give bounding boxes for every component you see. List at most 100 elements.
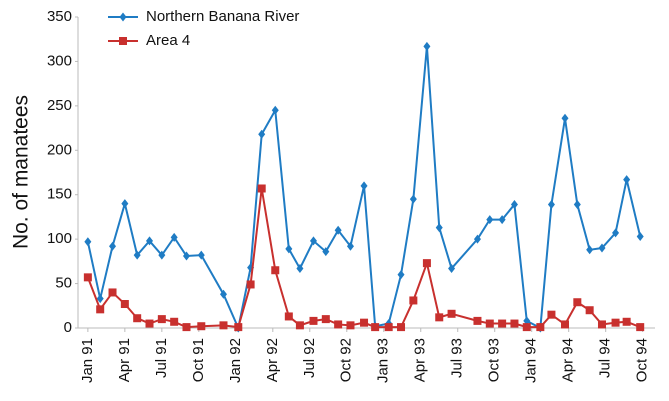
marker (573, 199, 581, 209)
x-tick-label: Oct 92 (338, 338, 355, 382)
marker (573, 298, 582, 307)
marker (360, 181, 368, 191)
legend-label: Northern Banana River (146, 8, 299, 25)
marker (146, 236, 154, 246)
y-axis-title: No. of manatees (10, 95, 33, 249)
marker (334, 225, 342, 235)
marker (158, 250, 166, 260)
marker (133, 314, 142, 323)
marker (473, 234, 481, 244)
marker (636, 231, 644, 241)
x-tick-label: Apr 93 (412, 338, 429, 382)
marker (157, 315, 166, 324)
marker (448, 263, 456, 273)
series-line (86, 188, 641, 329)
marker (384, 323, 393, 332)
y-tick-label: 150 (47, 186, 72, 203)
marker (485, 319, 494, 328)
marker (611, 318, 620, 327)
x-tick-label: Apr 94 (560, 338, 577, 382)
marker (498, 215, 506, 225)
marker (622, 317, 631, 326)
x-tick-label: Jul 94 (597, 338, 614, 378)
x-tick-label: Oct 93 (486, 338, 503, 382)
y-tick-label: 0 (64, 319, 72, 336)
marker (623, 175, 631, 185)
marker (547, 199, 555, 209)
marker (510, 319, 519, 328)
y-tick-label: 200 (47, 141, 72, 158)
x-tick-label: Jan 91 (79, 338, 96, 383)
marker (334, 320, 343, 329)
marker (271, 105, 279, 115)
marker (182, 251, 190, 261)
marker (536, 323, 545, 332)
marker (258, 129, 266, 139)
marker (598, 243, 606, 253)
marker (547, 310, 556, 319)
marker (585, 306, 594, 315)
marker (145, 319, 154, 328)
marker (409, 296, 418, 305)
marker (170, 232, 178, 242)
marker (133, 250, 141, 260)
x-tick-label: Jul 93 (449, 338, 466, 378)
marker (309, 316, 318, 325)
marker (586, 245, 594, 255)
marker (435, 313, 444, 322)
marker (510, 199, 518, 209)
marker (360, 318, 369, 327)
marker (234, 323, 243, 332)
marker (560, 320, 569, 329)
marker (121, 199, 129, 209)
marker (422, 259, 431, 268)
marker (435, 223, 443, 233)
x-tick-label: Oct 91 (190, 338, 207, 382)
marker (120, 300, 129, 309)
marker (83, 273, 92, 282)
x-tick-label: Jan 94 (523, 338, 540, 383)
marker (636, 323, 645, 332)
marker (397, 323, 406, 332)
marker (322, 247, 330, 257)
marker (119, 12, 127, 22)
marker (197, 322, 206, 331)
y-tick-label: 250 (47, 97, 72, 114)
x-tick-label: Jul 91 (153, 338, 170, 378)
marker (397, 270, 405, 280)
marker (498, 319, 507, 328)
marker (182, 323, 191, 332)
marker (447, 309, 456, 318)
x-tick-label: Jan 92 (227, 338, 244, 383)
x-tick-label: Oct 94 (634, 338, 651, 382)
marker (285, 244, 293, 254)
marker (219, 289, 227, 299)
marker (309, 236, 317, 246)
marker (109, 241, 117, 251)
marker (296, 263, 304, 273)
legend-label: Area 4 (146, 32, 190, 49)
marker (371, 323, 380, 332)
marker (257, 184, 266, 193)
x-tick-label: Jul 92 (301, 338, 318, 378)
marker (473, 316, 482, 325)
marker (197, 250, 205, 260)
marker (119, 37, 127, 45)
marker (522, 323, 531, 332)
marker (597, 320, 606, 329)
x-tick-label: Apr 91 (116, 338, 133, 382)
marker (271, 266, 280, 275)
y-tick-label: 300 (47, 52, 72, 69)
y-tick-label: 50 (55, 275, 72, 292)
marker (219, 321, 228, 330)
x-tick-label: Apr 92 (264, 338, 281, 382)
marker (84, 237, 92, 247)
marker (96, 305, 105, 314)
marker (561, 113, 569, 123)
marker (295, 321, 304, 330)
marker (346, 321, 355, 330)
marker (96, 294, 104, 304)
marker (423, 41, 431, 51)
marker (346, 241, 354, 251)
